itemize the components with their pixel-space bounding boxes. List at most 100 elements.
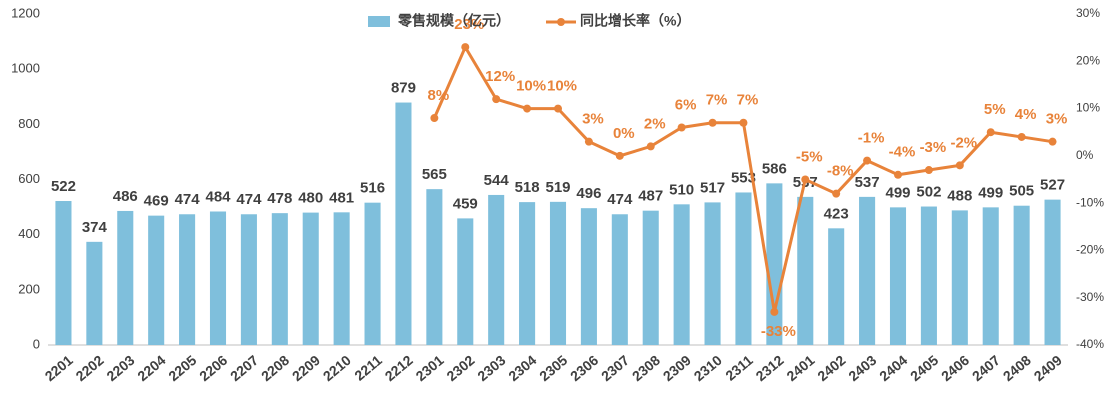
bar [209,211,227,345]
y-tick-label: 600 [18,171,40,186]
bar-value-label: 474 [607,191,633,208]
bar [951,210,968,345]
x-tick-label: 2306 [567,352,601,384]
bar-value-label: 484 [205,188,231,205]
bar [395,102,412,345]
bar [828,228,845,345]
bar-value-label: 510 [669,181,694,198]
line-value-label: -8% [827,163,854,180]
x-tick-label: 2201 [42,352,76,384]
line-value-label: 0% [613,125,635,142]
bar-value-label: 544 [484,172,510,189]
line-marker [492,95,501,104]
bar-value-label: 487 [638,188,663,205]
bar-value-label: 459 [453,195,478,212]
bar-value-label: 516 [360,180,385,197]
bar [611,214,628,345]
bar-value-label: 488 [947,187,972,204]
bar [302,212,319,345]
line-marker [584,137,593,146]
bar-value-label: 537 [855,174,880,191]
bar [704,202,721,345]
bar [457,218,474,345]
x-tick-label: 2408 [1000,352,1034,384]
bar-value-label: 553 [731,169,756,186]
line-marker [677,123,686,132]
bar-value-label: 486 [113,188,138,205]
x-tick-label: 2212 [382,352,416,384]
line-value-label: 12% [485,68,515,85]
line-value-label: 3% [582,111,604,128]
bar-value-label: 527 [1040,177,1065,194]
bar [735,192,752,345]
line-value-label: 3% [1046,111,1068,128]
line-value-label: 10% [547,78,577,95]
line-marker [523,104,532,113]
x-tick-label: 2204 [134,352,168,384]
y2-tick-label: 0% [1076,148,1094,162]
bar [333,212,350,345]
x-tick-label: 2402 [814,352,848,384]
line-marker [708,118,717,127]
line-value-label: 7% [706,92,728,109]
line-value-label: 6% [675,96,697,113]
bar [889,207,907,345]
y2-tick-label: 30% [1076,6,1100,20]
bar-value-label: 423 [824,205,849,222]
x-tick-label: 2210 [320,352,354,384]
y2-tick-label: 20% [1076,53,1100,67]
y-tick-label: 200 [18,281,40,296]
x-tick-label: 2407 [969,352,1003,384]
line-marker [986,128,995,137]
y-tick-label: 1000 [11,61,40,76]
bar-value-label: 502 [916,184,941,201]
bar-value-label: 496 [576,185,601,202]
x-tick-label: 2310 [691,352,725,384]
line-marker [801,175,810,184]
line-marker [770,307,779,316]
bar-value-label: 505 [1009,183,1034,200]
line-marker [461,43,470,52]
y2-tick-label: 10% [1076,101,1100,115]
line-marker [894,170,902,179]
line-marker [646,142,655,151]
legend-label: 零售规模（亿元） [397,13,510,29]
line-value-label: 5% [984,101,1006,118]
line-marker [554,104,562,113]
bar [766,183,783,345]
bar [673,204,690,345]
x-tick-label: 2203 [103,352,137,384]
bar-value-label: 518 [515,179,540,196]
line-marker [1017,132,1026,141]
line-value-label: 10% [516,78,546,95]
bar [55,201,72,345]
line-marker [955,161,964,170]
bar-value-label: 879 [391,80,416,97]
line-marker [924,166,933,175]
bar-value-label: 499 [978,184,1003,201]
y-tick-label: 800 [18,116,40,131]
bar-value-label: 469 [144,193,169,210]
bar [580,208,597,345]
line-value-label: -5% [796,148,823,165]
bar [859,196,876,345]
bar-value-label: 499 [885,184,910,201]
x-tick-label: 2305 [536,352,570,384]
y-tick-label: 1200 [11,5,40,20]
bar [148,215,165,345]
bar-value-label: 565 [422,166,447,183]
x-tick-label: 2209 [289,352,323,384]
x-tick-label: 2303 [474,352,508,384]
x-tick-label: 2205 [165,352,199,384]
bar [364,202,381,345]
line-value-label: -4% [889,144,916,161]
y-tick-label: 400 [18,226,40,241]
bar [1044,199,1061,345]
line-value-label: 7% [737,92,759,109]
x-tick-label: 2208 [258,352,292,384]
bar [426,189,443,345]
x-tick-label: 2207 [227,352,261,384]
line-value-label: 4% [1015,106,1037,123]
y2-tick-label: -40% [1076,337,1104,351]
